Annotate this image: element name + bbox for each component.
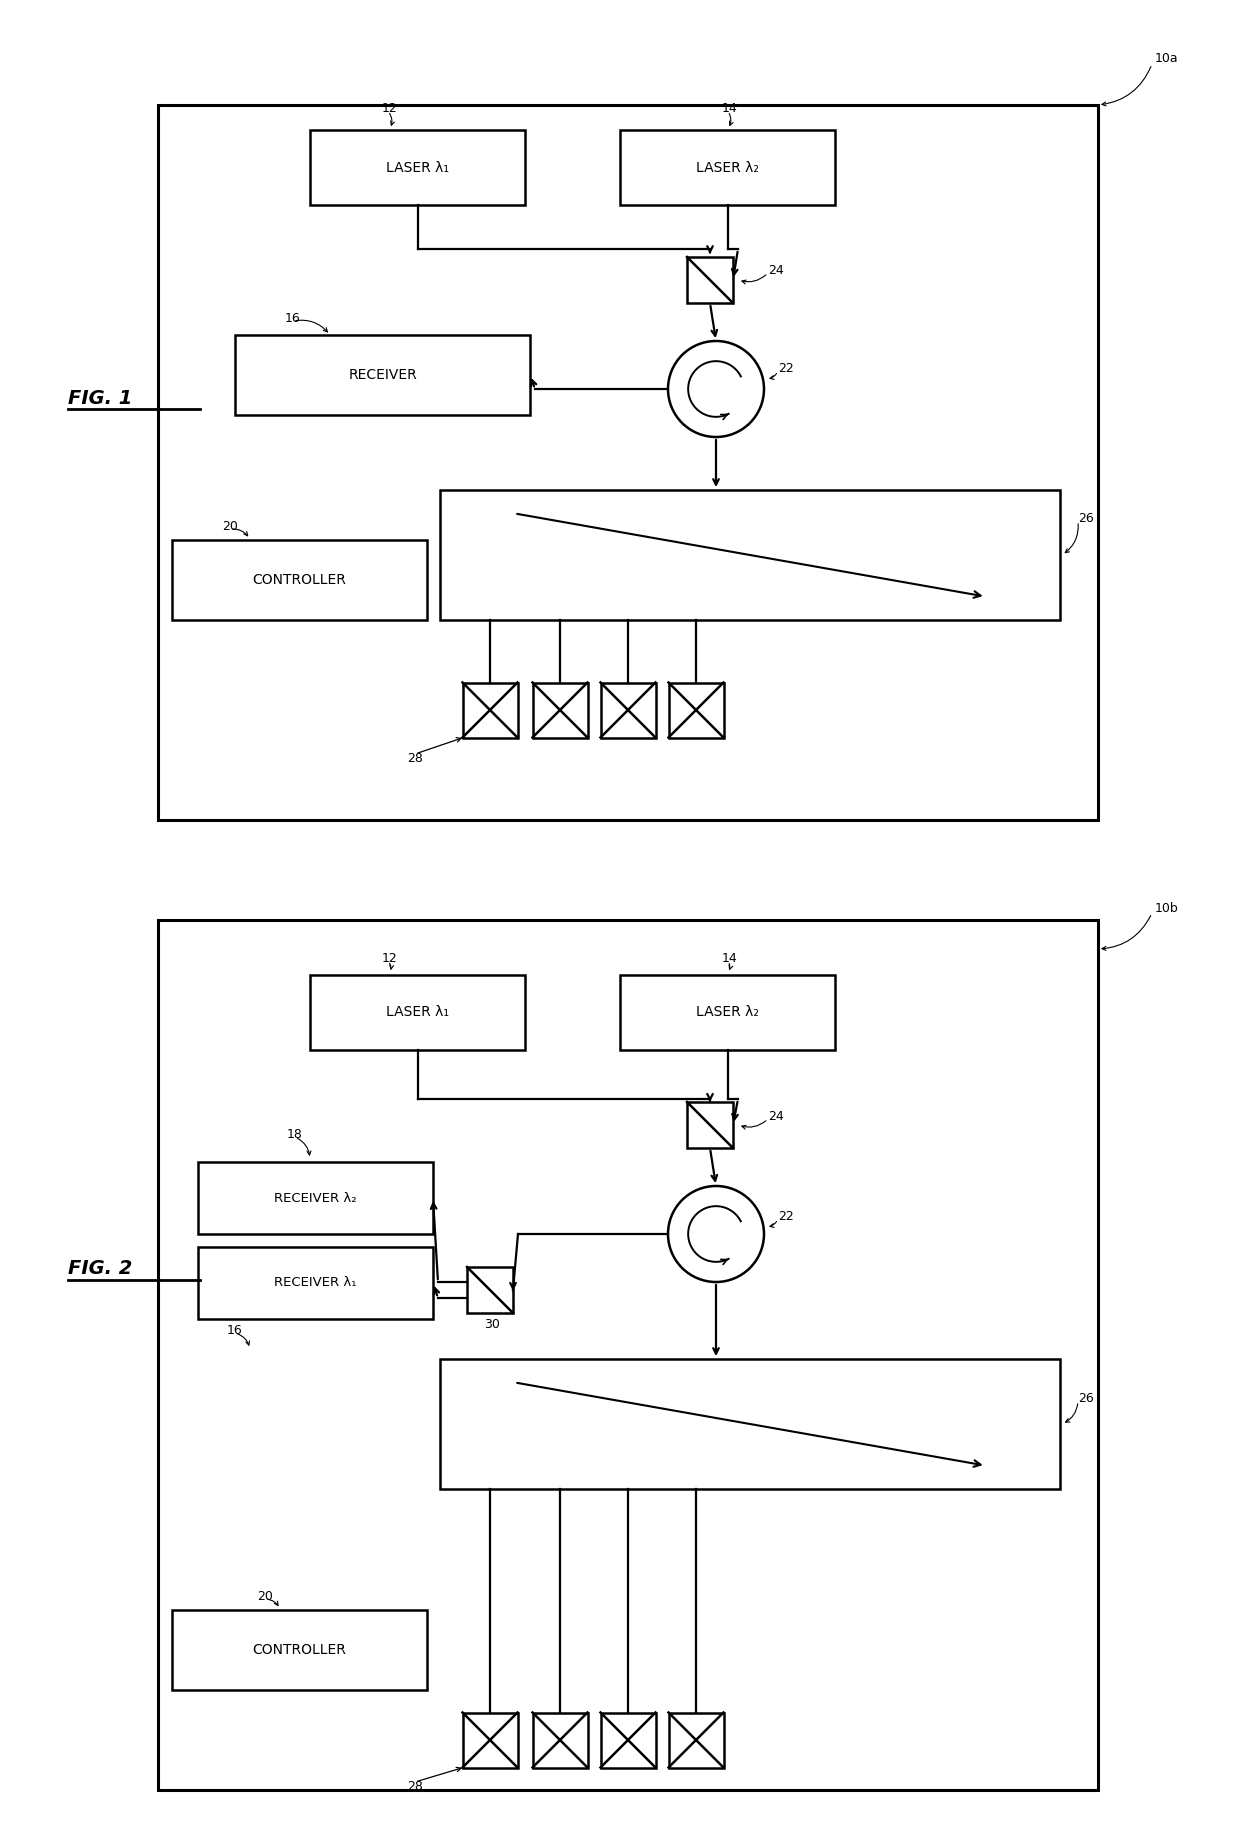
Bar bbox=[198, 1161, 433, 1235]
Bar bbox=[172, 1610, 427, 1690]
Bar bbox=[463, 682, 517, 737]
Text: 14: 14 bbox=[722, 102, 738, 115]
Text: 26: 26 bbox=[1078, 1392, 1094, 1405]
Text: 28: 28 bbox=[407, 1780, 423, 1794]
Text: LASER λ₁: LASER λ₁ bbox=[386, 1006, 449, 1019]
Text: 16: 16 bbox=[227, 1324, 243, 1337]
Text: 16: 16 bbox=[285, 313, 301, 326]
Bar bbox=[198, 1247, 433, 1319]
Text: FIG. 1: FIG. 1 bbox=[68, 390, 133, 408]
Text: 28: 28 bbox=[407, 752, 423, 766]
Text: 12: 12 bbox=[382, 102, 398, 115]
Text: CONTROLLER: CONTROLLER bbox=[253, 1642, 346, 1657]
Text: FIG. 2: FIG. 2 bbox=[68, 1260, 133, 1278]
Text: 10a: 10a bbox=[1154, 53, 1179, 66]
Bar bbox=[172, 540, 427, 620]
Text: 22: 22 bbox=[777, 362, 794, 375]
Text: 12: 12 bbox=[382, 953, 398, 966]
Bar bbox=[463, 1712, 517, 1767]
Text: LASER λ₂: LASER λ₂ bbox=[696, 161, 759, 174]
Bar bbox=[157, 104, 1097, 819]
Bar bbox=[310, 975, 525, 1050]
Text: LASER λ₂: LASER λ₂ bbox=[696, 1006, 759, 1019]
Bar bbox=[310, 130, 525, 205]
Text: 14: 14 bbox=[722, 953, 738, 966]
Bar bbox=[532, 682, 588, 737]
Bar bbox=[600, 1712, 656, 1767]
Bar bbox=[668, 682, 723, 737]
Bar bbox=[620, 975, 835, 1050]
Text: 24: 24 bbox=[768, 1110, 784, 1123]
Text: 22: 22 bbox=[777, 1211, 794, 1224]
Text: 20: 20 bbox=[222, 521, 238, 534]
Text: 30: 30 bbox=[484, 1317, 500, 1330]
Bar bbox=[600, 682, 656, 737]
Bar bbox=[440, 1359, 1060, 1489]
Text: RECEIVER: RECEIVER bbox=[348, 368, 417, 382]
Text: RECEIVER λ₂: RECEIVER λ₂ bbox=[274, 1191, 357, 1205]
Text: RECEIVER λ₁: RECEIVER λ₁ bbox=[274, 1277, 357, 1289]
Bar bbox=[668, 1712, 723, 1767]
Bar bbox=[687, 258, 733, 304]
Text: 20: 20 bbox=[257, 1591, 273, 1604]
Text: 10b: 10b bbox=[1154, 902, 1179, 916]
Bar bbox=[157, 920, 1097, 1791]
Bar bbox=[532, 1712, 588, 1767]
Text: 26: 26 bbox=[1078, 512, 1094, 525]
Text: CONTROLLER: CONTROLLER bbox=[253, 572, 346, 587]
Bar bbox=[236, 335, 529, 415]
Bar bbox=[467, 1267, 513, 1313]
Text: LASER λ₁: LASER λ₁ bbox=[386, 161, 449, 174]
Text: 18: 18 bbox=[288, 1128, 303, 1141]
Text: 24: 24 bbox=[768, 265, 784, 278]
Bar bbox=[440, 490, 1060, 620]
Bar bbox=[620, 130, 835, 205]
Bar bbox=[687, 1103, 733, 1149]
